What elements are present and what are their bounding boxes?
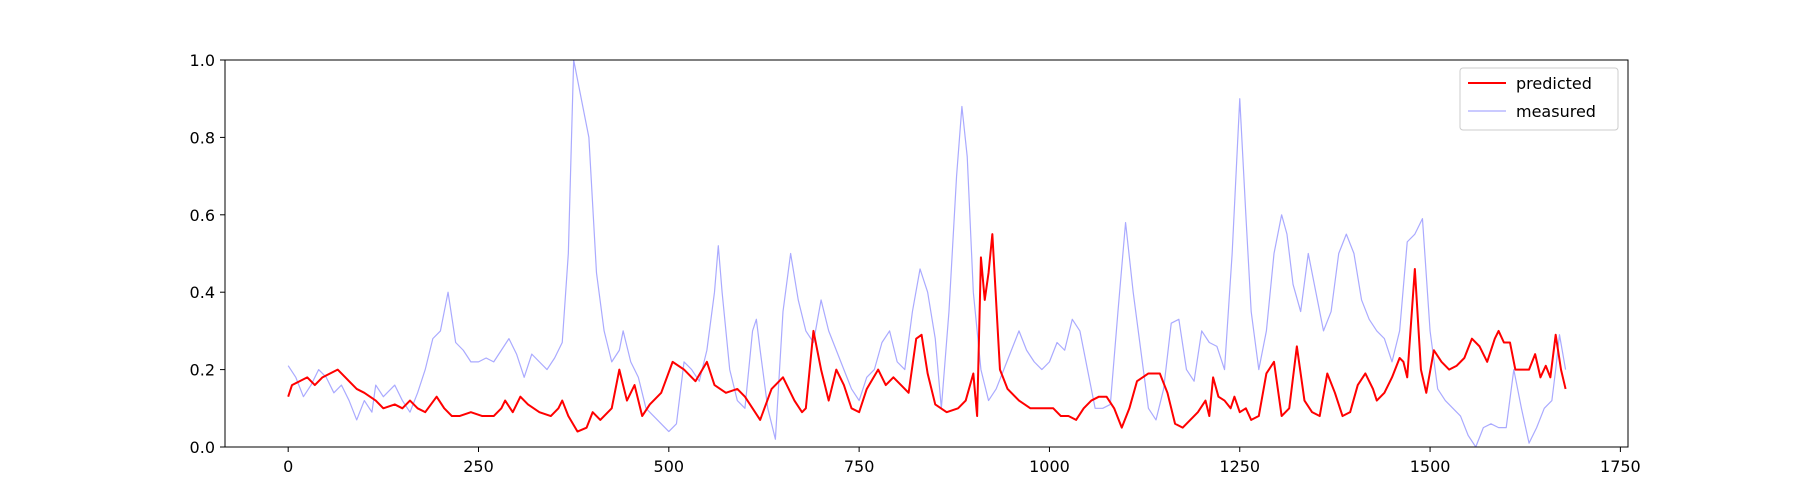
y-tick-label: 1.0 [190,51,215,70]
x-tick-label: 250 [463,457,494,476]
y-tick-label: 0.6 [190,206,215,225]
legend-label-measured: measured [1516,102,1596,121]
x-tick-label: 500 [654,457,685,476]
x-tick-label: 0 [283,457,293,476]
x-tick-label: 1250 [1219,457,1260,476]
plot-area [224,59,1629,448]
y-tick-label: 0.0 [190,438,215,457]
legend: predicted measured [1459,67,1619,131]
y-tick-label: 0.2 [190,361,215,380]
series-line-measured [287,60,1567,447]
x-tick-label: 750 [844,457,875,476]
y-tick-label: 0.4 [190,283,215,302]
y-tick-label: 0.8 [190,128,215,147]
x-tick-label: 1000 [1029,457,1070,476]
x-tick-label: 1500 [1410,457,1451,476]
x-tick-label: 1750 [1600,457,1641,476]
plot-frame [224,59,1629,448]
y-axis: 0.0 0.2 0.4 0.6 0.8 1.0 [190,51,225,457]
legend-label-predicted: predicted [1516,74,1592,93]
x-axis: 0 250 500 750 1000 1250 1500 1750 [283,447,1641,476]
series-line-predicted [287,233,1567,433]
